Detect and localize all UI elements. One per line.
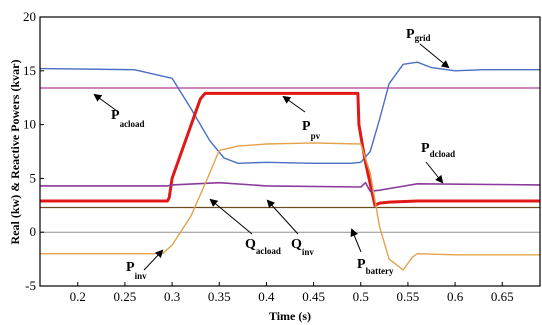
label-q-inv: Qinv	[291, 237, 314, 257]
x-tick-label: 0.25	[114, 289, 137, 304]
arrow-p-inv	[143, 249, 164, 271]
annotation-arrows	[93, 43, 450, 271]
x-tick-label: 0.3	[164, 289, 180, 304]
arrow-p-dcload	[425, 161, 444, 184]
series-p-dcload	[40, 181, 541, 193]
x-tick-label: 0.6	[447, 289, 464, 304]
label-q-acload: Qacload	[245, 237, 281, 256]
label-p-inv: Pinv	[126, 260, 147, 281]
arrow-p-acload	[93, 93, 118, 112]
y-tick-label: 10	[23, 117, 36, 132]
x-tick-label: 0.55	[397, 289, 420, 304]
x-tick-label: 0.65	[491, 289, 514, 304]
arrow-p-pv	[282, 95, 306, 113]
y-tick-label: 15	[23, 63, 36, 78]
arrow-q-inv	[266, 199, 299, 235]
y-tick-label: -5	[25, 278, 36, 293]
ticks-layer: 0.2 0.25 0.3 0.35 0.4 0.45 0.5 0.55 0.6 0.65 -5 0 5 1…	[23, 9, 514, 304]
x-tick-label: 0.4	[258, 289, 275, 304]
label-p-acload: Pacload	[111, 108, 145, 129]
x-tick-label: 0.2	[70, 289, 86, 304]
plot-frame	[39, 16, 541, 287]
arrow-p-grid	[419, 43, 450, 69]
label-p-pv: Ppv	[302, 119, 321, 141]
series-p-inv	[40, 142, 540, 271]
arrow-q-acload	[209, 198, 253, 235]
y-tick-label: 20	[23, 9, 36, 24]
y-tick-label: 5	[30, 170, 37, 185]
arrow-p-battery	[350, 228, 362, 253]
x-tick-label: 0.5	[353, 289, 369, 304]
x-tick-label: 0.45	[302, 289, 325, 304]
x-axis-label: Time (s)	[269, 309, 311, 323]
label-p-dcload: Pdcload	[421, 141, 455, 159]
label-p-battery: Pbattery	[357, 257, 394, 276]
series-layer	[39, 61, 541, 271]
x-tick-label: 0.35	[208, 289, 231, 304]
y-tick-label: 0	[30, 224, 37, 239]
y-axis-label: Real (kw) & Reactive Powers (kvar)	[8, 60, 22, 245]
annotation-labels: Pgrid Pacload Ppv Pdcload Pinv Qacload Q…	[111, 27, 455, 281]
label-p-grid: Pgrid	[406, 27, 431, 43]
